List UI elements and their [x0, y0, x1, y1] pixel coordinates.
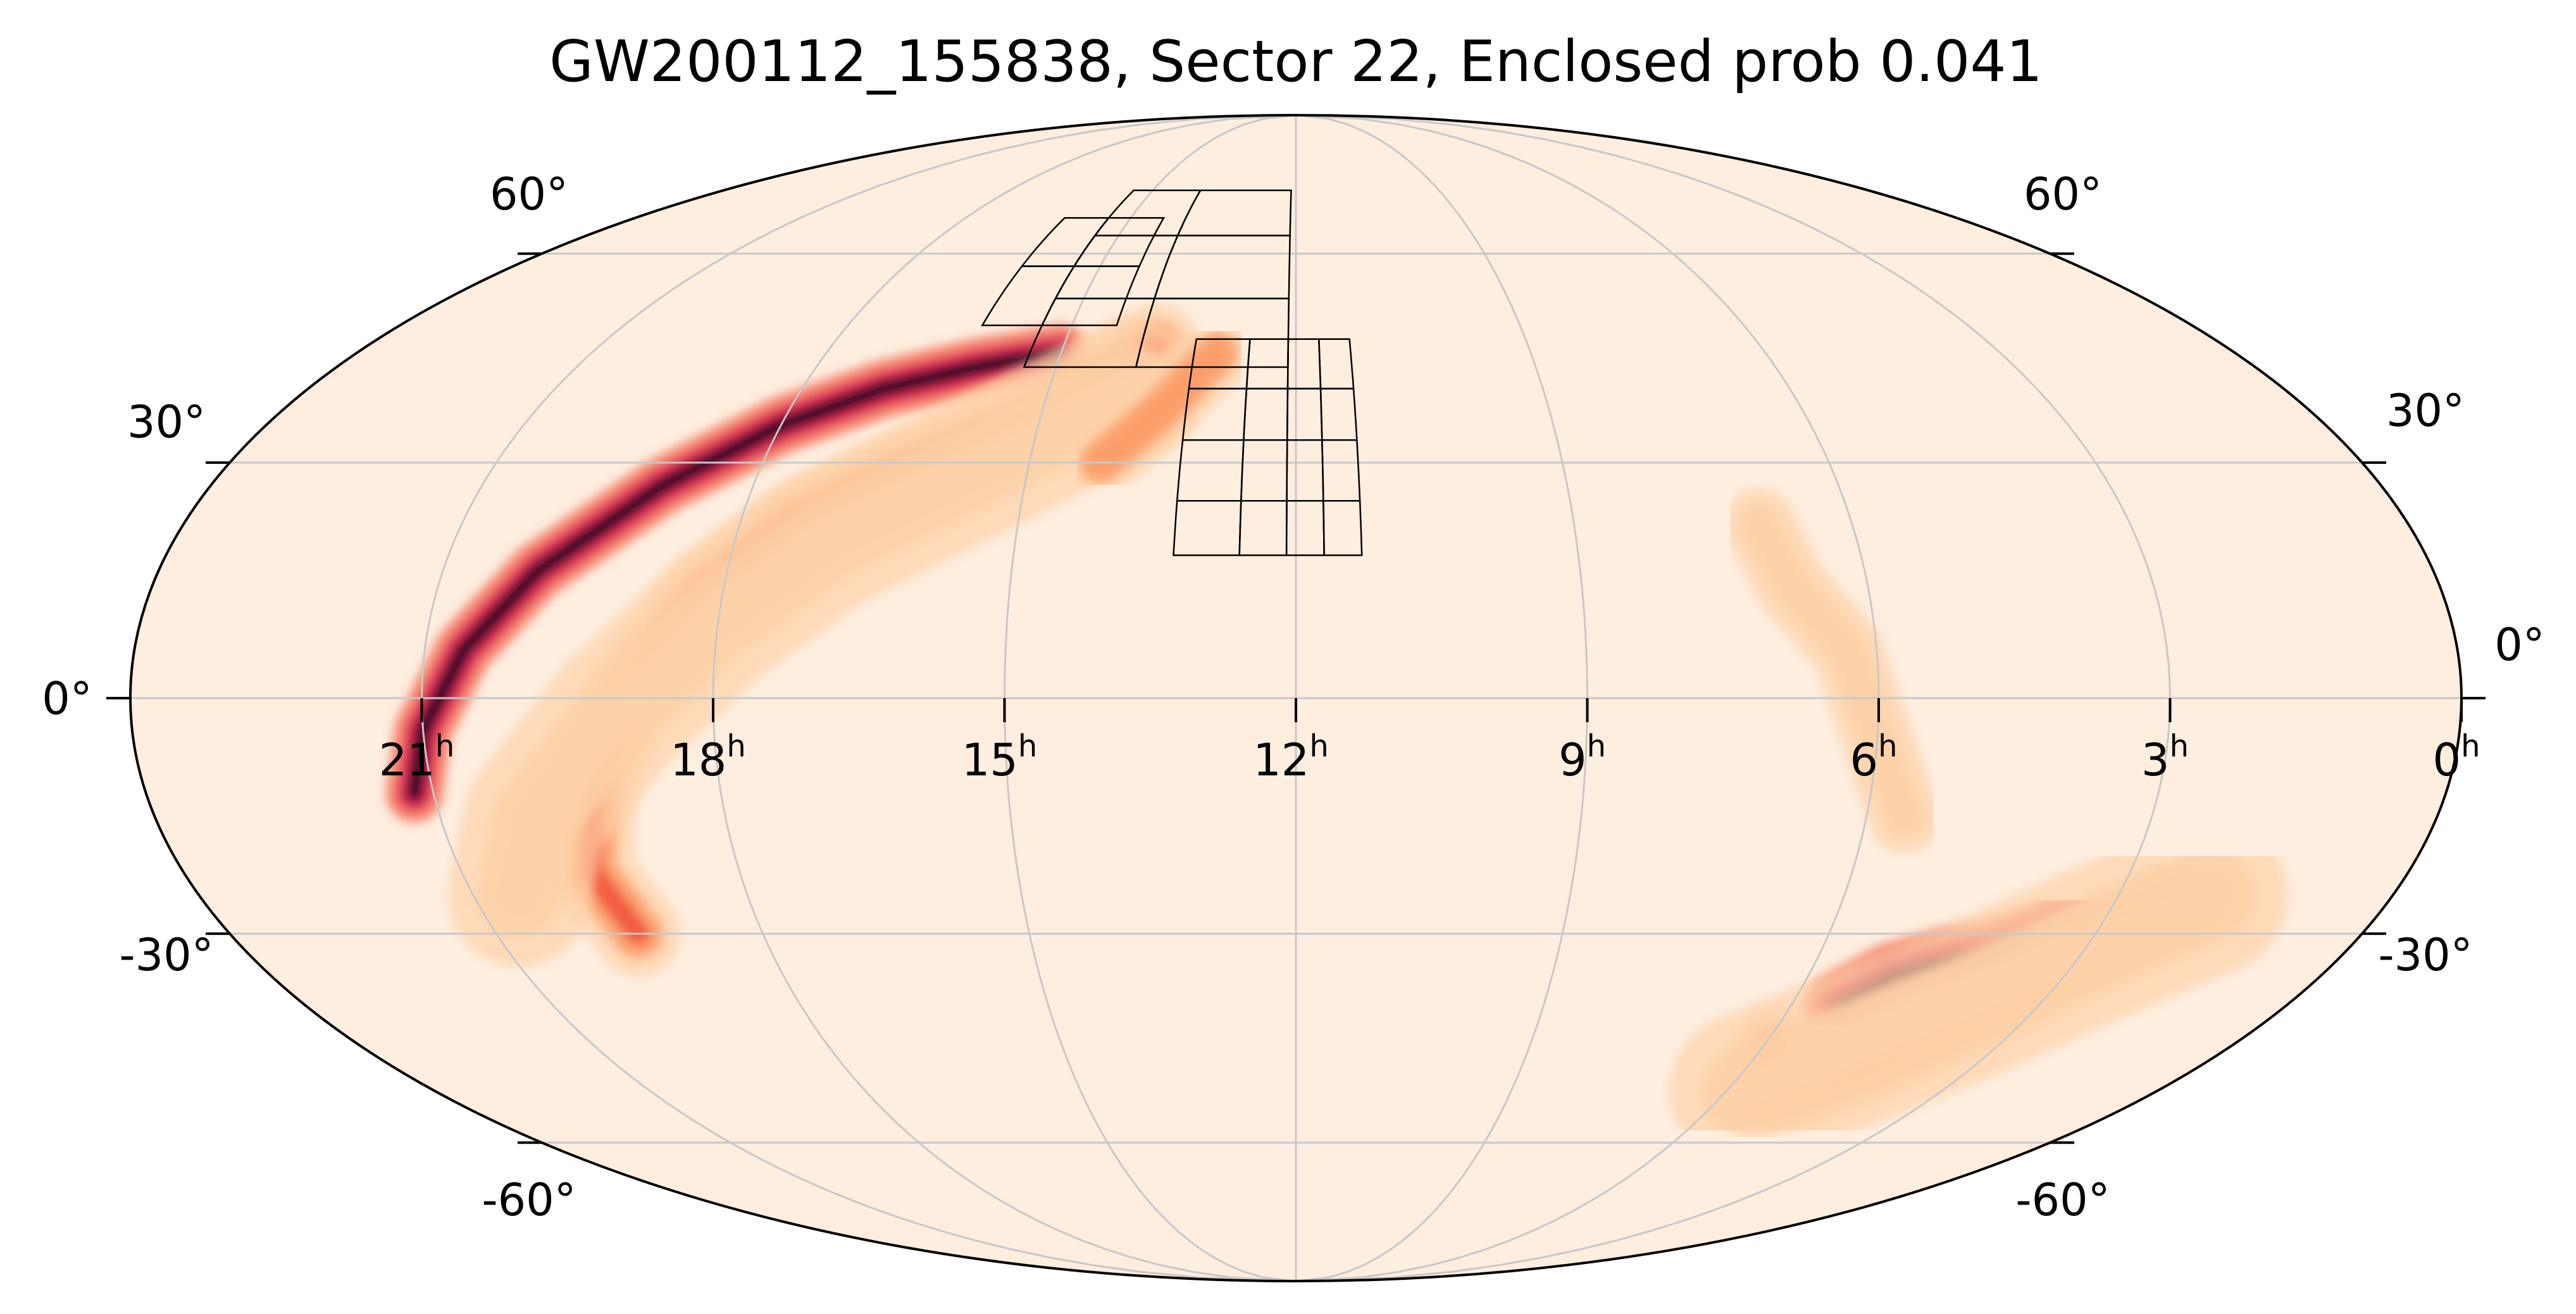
ra-tick-label: 6h [1850, 729, 1898, 786]
prob-blob-northeast-faint [1064, 317, 1254, 499]
axis-ticks [106, 252, 2486, 1144]
ra-tick-label: 18h [670, 729, 746, 786]
tess-sector-footprint [981, 189, 1363, 556]
dec-tick-label-left: -30° [119, 929, 213, 981]
dec-tick-label-left: 0° [42, 673, 92, 725]
ra-tick-label: 12h [1253, 729, 1329, 786]
chart-title: GW200112_155838, Sector 22, Enclosed pro… [549, 28, 2043, 95]
dec-tick-label-left: 30° [127, 396, 206, 448]
prob-blob-arc-inner-peak [385, 324, 1090, 823]
dec-tick-label-right: -30° [2378, 929, 2472, 981]
ra-tick-label: 0h [2433, 729, 2480, 786]
prob-blob-east-arc-faint [1724, 488, 1940, 853]
dec-tick-label-left: -60° [482, 1174, 576, 1226]
dec-tick-label-right: 30° [2386, 385, 2465, 437]
dec-tick-label-right: 60° [2024, 168, 2102, 220]
ra-tick-label: 3h [2141, 729, 2189, 786]
ra-tick-label: 0h [2433, 729, 2480, 786]
prob-blob-south-east-halo [1669, 817, 2289, 1170]
ra-tick-label: 9h [1559, 729, 1606, 786]
ccd-outline-2-3-3 [1322, 499, 1363, 556]
dec-tick-label-right: -60° [2015, 1174, 2110, 1226]
dec-tick-label-left: 60° [490, 168, 568, 220]
dec-tick-label-right: 0° [2494, 619, 2545, 671]
ra-tick-label: 21h [379, 729, 455, 786]
ra-tick-label: 15h [962, 729, 1038, 786]
